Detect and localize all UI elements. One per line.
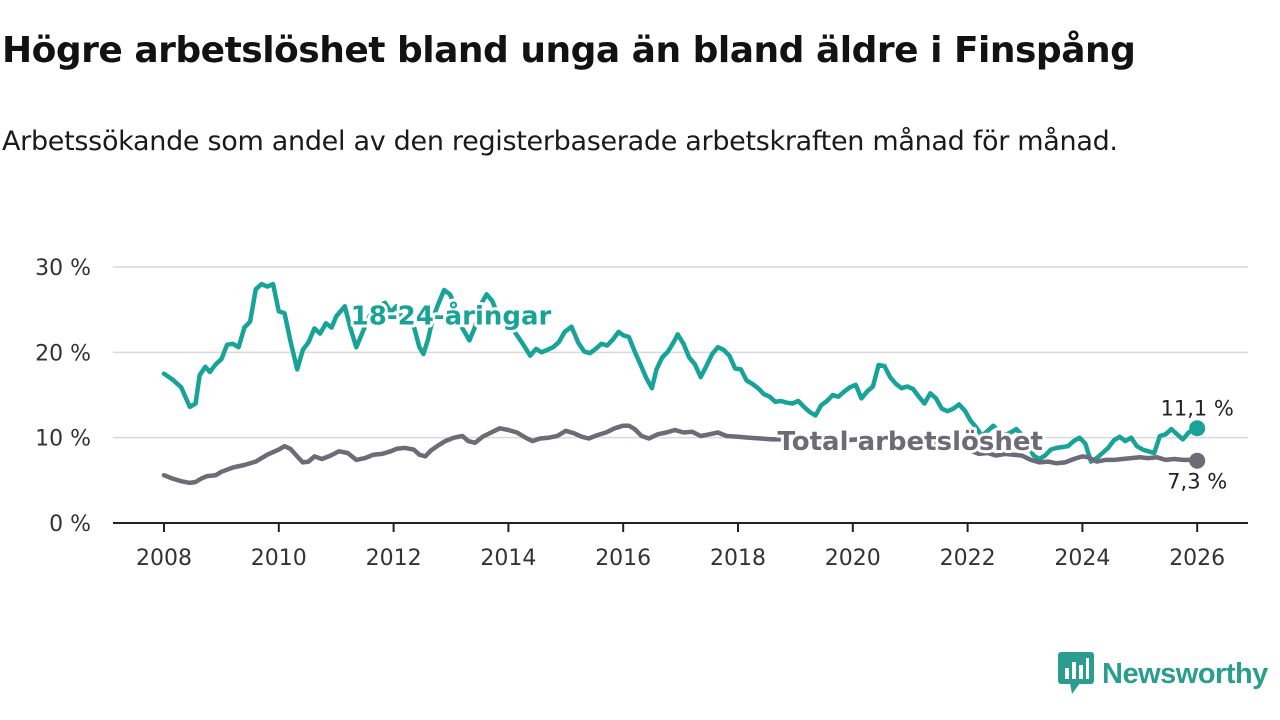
total-end-marker (1189, 452, 1206, 469)
y-tick-label: 0 % (49, 512, 91, 537)
x-tick-label: 2020 (825, 546, 881, 571)
x-tick-label: 2014 (480, 546, 536, 571)
total-series-line (161, 423, 1200, 486)
youth-end-label: 11,1 % (1161, 396, 1234, 420)
youth-series-label: 18-24-åringar (351, 300, 552, 332)
x-tick-label: 2016 (595, 546, 651, 571)
x-tick-label: 2024 (1054, 546, 1110, 571)
chart-subtitle: Arbetssökande som andel av den registerb… (2, 126, 1118, 157)
series-lines (161, 281, 1206, 486)
y-tick-label: 10 % (35, 427, 91, 452)
chart-title: Högre arbetslöshet bland unga än bland ä… (2, 30, 1136, 71)
series-labels: 11,1 % 7,3 % 18-24-åringar Total arbetslösh… (348, 297, 1234, 494)
y-tick-label: 30 % (35, 256, 91, 281)
youth-end-marker (1189, 420, 1206, 437)
youth-series-line (161, 281, 1200, 464)
newsworthy-logo: Newsworthy (1058, 652, 1268, 696)
newsworthy-logo-icon (1058, 652, 1094, 694)
x-tick-label: 2010 (251, 546, 307, 571)
total-series-label: Total arbetslöshet (777, 427, 1042, 457)
y-axis-ticks: 0 % 10 % 20 % 30 % (35, 256, 91, 537)
newsworthy-logo-text: Newsworthy (1102, 657, 1268, 690)
x-tick-label: 2008 (136, 546, 192, 571)
x-tick-label: 2012 (366, 546, 422, 571)
x-tick-label: 2026 (1169, 546, 1225, 571)
y-tick-label: 20 % (35, 341, 91, 366)
x-tick-label: 2018 (710, 546, 766, 571)
x-axis: 2008 2010 2012 2014 2016 2018 2020 2022 2024 2026 (113, 522, 1248, 571)
total-end-label: 7,3 % (1167, 470, 1227, 494)
grid-lines (113, 266, 1248, 439)
line-chart: 0 % 10 % 20 % 30 % 11,1 % 7,3 % 18-24-åringar… (35, 256, 1248, 571)
x-tick-label: 2022 (940, 546, 996, 571)
